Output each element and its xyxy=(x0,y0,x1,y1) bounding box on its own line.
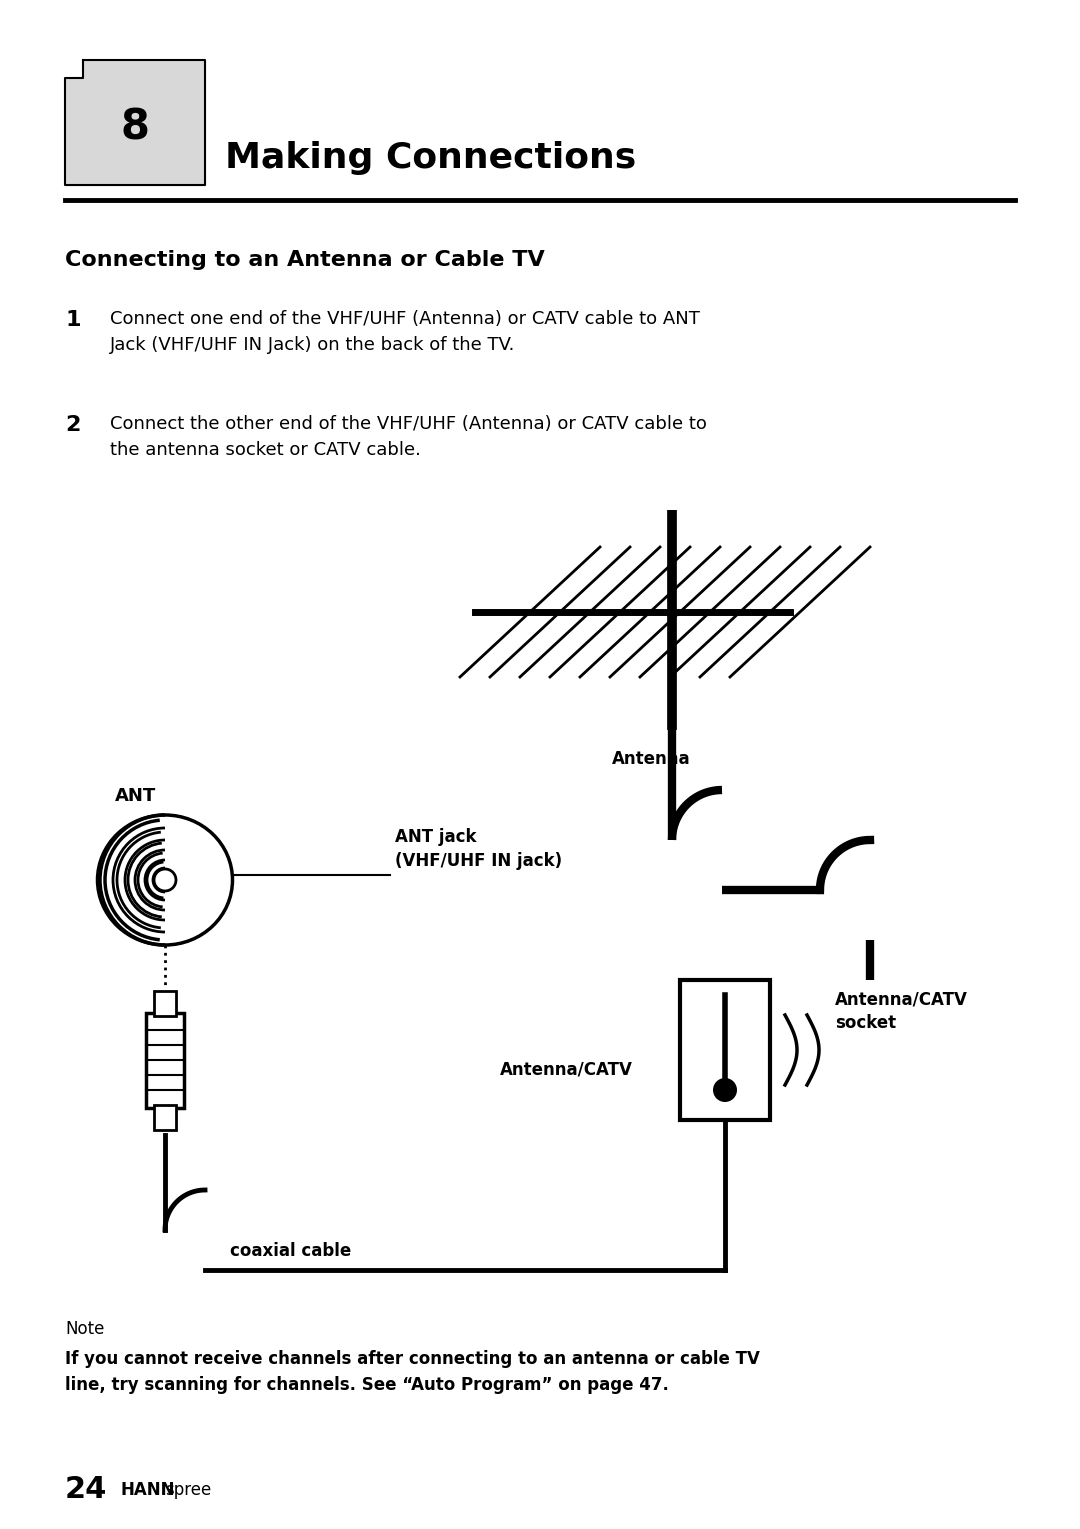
Circle shape xyxy=(713,1078,737,1102)
Text: 1: 1 xyxy=(65,310,81,330)
Ellipse shape xyxy=(97,815,232,945)
Text: spree: spree xyxy=(165,1482,212,1498)
Text: HANN: HANN xyxy=(120,1482,175,1498)
Text: Connect one end of the VHF/UHF (Antenna) or CATV cable to ANT
Jack (VHF/UHF IN J: Connect one end of the VHF/UHF (Antenna)… xyxy=(110,310,700,355)
Text: coaxial cable: coaxial cable xyxy=(230,1242,351,1260)
Bar xyxy=(680,980,770,1121)
Bar xyxy=(154,991,176,1015)
Text: If you cannot receive channels after connecting to an antenna or cable TV
line, : If you cannot receive channels after con… xyxy=(65,1350,760,1394)
Text: Antenna/CATV: Antenna/CATV xyxy=(500,1060,633,1078)
Polygon shape xyxy=(65,60,205,185)
Text: ANT jack
(VHF/UHF IN jack): ANT jack (VHF/UHF IN jack) xyxy=(395,829,562,870)
Text: 2: 2 xyxy=(65,414,80,434)
Circle shape xyxy=(154,868,176,891)
Text: 24: 24 xyxy=(65,1475,107,1505)
Bar xyxy=(146,1012,184,1107)
Text: 8: 8 xyxy=(121,107,149,148)
Text: Antenna/CATV
socket: Antenna/CATV socket xyxy=(835,989,968,1032)
Text: Making Connections: Making Connections xyxy=(225,141,636,174)
Text: Antenna: Antenna xyxy=(612,751,690,768)
Text: Connect the other end of the VHF/UHF (Antenna) or CATV cable to
the antenna sock: Connect the other end of the VHF/UHF (An… xyxy=(110,414,707,459)
Text: Note: Note xyxy=(65,1320,105,1338)
Text: Connecting to an Antenna or Cable TV: Connecting to an Antenna or Cable TV xyxy=(65,251,544,271)
Text: ANT: ANT xyxy=(114,787,157,804)
Bar xyxy=(154,1104,176,1130)
